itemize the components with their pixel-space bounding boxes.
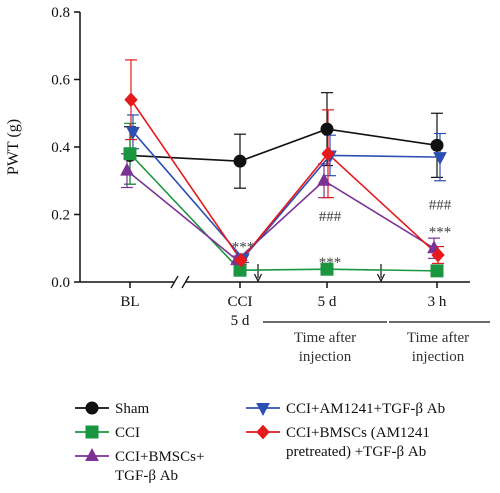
- data-point: [124, 92, 138, 108]
- legend-label: CCI+BMSCs+: [115, 449, 204, 465]
- legend-swatch-marker: [85, 425, 99, 439]
- y-tick-label: 0.6: [51, 73, 70, 89]
- data-point: [321, 146, 335, 162]
- x-tick-label: 5 d: [231, 313, 250, 329]
- legend-swatch-marker: [85, 401, 99, 415]
- legend-swatch-marker: [256, 424, 270, 440]
- data-point: [430, 264, 444, 278]
- axes: 0.0 0.2 0.4 0.6 0.8 PWT (g) BL CCI 5 d 5 d 3 h Time…: [5, 5, 490, 365]
- x-tick-label: 3 h: [428, 294, 447, 310]
- legend-item: CCI: [75, 425, 140, 441]
- legend: Sham CCI CCI+BMSCs+ TGF-β Ab CCI+AM1241+TGF-…: [75, 401, 445, 484]
- series-line: [130, 99, 439, 262]
- data-point: [320, 122, 334, 136]
- data-point: [320, 262, 334, 276]
- time-after-label: injection: [299, 349, 352, 365]
- legend-label: pretreated) +TGF-β Ab: [286, 444, 426, 460]
- data-point: [123, 147, 137, 161]
- data-point: [430, 138, 444, 152]
- y-tick-label: 0.0: [51, 275, 70, 291]
- series-line: [129, 128, 438, 162]
- significance-label: ***: [429, 224, 452, 240]
- series-line: [129, 153, 438, 272]
- axis-break-mark: [181, 275, 190, 289]
- y-tick-label: 0.4: [51, 140, 70, 156]
- data-point: [233, 154, 247, 168]
- significance-label: ###: [319, 209, 342, 225]
- axis-break-mark: [170, 275, 179, 289]
- x-tick-label: CCI: [227, 294, 252, 310]
- significance-label: ***: [319, 255, 342, 271]
- data-point: [431, 247, 445, 263]
- legend-label: CCI+BMSCs (AM1241: [286, 425, 430, 441]
- injection-arrowhead: [376, 273, 386, 283]
- x-tick-label: 5 d: [318, 294, 337, 310]
- data-point: [317, 172, 331, 186]
- legend-label: Sham: [115, 401, 150, 417]
- data-point: [126, 126, 140, 140]
- legend-item: CCI+BMSCs (AM1241 pretreated) +TGF-β Ab: [246, 424, 430, 460]
- significance-label: ###: [429, 197, 452, 213]
- time-after-label: Time after: [407, 330, 469, 346]
- legend-item: CCI+AM1241+TGF-β Ab: [246, 401, 445, 417]
- series-lines: [126, 99, 441, 272]
- y-axis-label: PWT (g): [5, 119, 22, 175]
- significance-label: ***: [232, 240, 255, 256]
- data-point: [234, 252, 248, 268]
- error-bars: [121, 59, 446, 275]
- x-tick-label: BL: [120, 294, 139, 310]
- data-point: [120, 162, 134, 176]
- legend-item: CCI+BMSCs+ TGF-β Ab: [75, 448, 204, 484]
- legend-swatch-marker: [85, 448, 99, 461]
- legend-label: TGF-β Ab: [115, 468, 178, 484]
- legend-item: Sham: [75, 401, 150, 417]
- time-after-label: injection: [412, 349, 465, 365]
- series-markers: [120, 92, 447, 278]
- legend-label: CCI: [115, 425, 140, 441]
- injection-arrowhead: [253, 273, 263, 283]
- series-line: [132, 131, 441, 260]
- series-line: [126, 170, 435, 262]
- legend-swatch-marker: [256, 403, 270, 416]
- y-tick-label: 0.8: [51, 5, 70, 21]
- data-point: [433, 152, 447, 166]
- legend-label: CCI+AM1241+TGF-β Ab: [286, 401, 445, 417]
- time-after-label: Time after: [294, 330, 356, 346]
- y-tick-label: 0.2: [51, 208, 70, 224]
- significance-annotations: *** *** ### ### ***: [232, 197, 452, 270]
